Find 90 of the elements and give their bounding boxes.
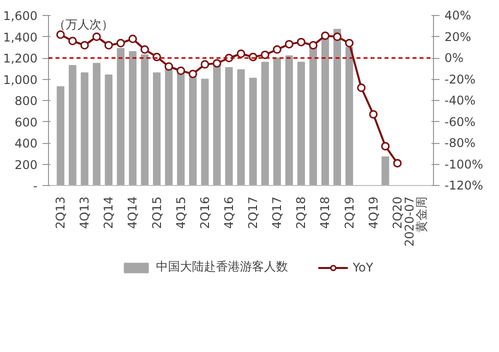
x-tick-label: 2Q19 <box>342 196 356 229</box>
point <box>212 59 222 68</box>
bar <box>213 64 221 186</box>
x-tick-label: 2Q16 <box>198 196 212 229</box>
bar <box>116 48 124 186</box>
x-tick-label: 2Q15 <box>150 196 164 229</box>
point <box>369 110 378 119</box>
bar <box>249 78 257 186</box>
bar <box>333 28 342 186</box>
point <box>284 40 294 48</box>
point <box>188 70 198 78</box>
bar <box>56 86 64 186</box>
bar <box>273 58 281 186</box>
y2-tick-label: 20% <box>444 30 472 44</box>
bar <box>201 78 209 186</box>
bar <box>345 46 354 186</box>
point <box>260 50 270 60</box>
point <box>393 158 402 168</box>
y-tick-label: 800 <box>14 94 38 108</box>
point <box>381 142 390 150</box>
x-tick-label: 2Q18 <box>294 196 308 229</box>
y-tick-label: 1,200 <box>3 52 38 66</box>
point <box>68 36 77 46</box>
legend-label: 中国大陆赴香港游客人数 <box>156 258 288 276</box>
point <box>116 38 125 48</box>
point <box>92 32 101 41</box>
y2-tick-label: -20% <box>444 72 476 86</box>
bar <box>297 62 305 186</box>
point <box>140 45 149 54</box>
x-tick-label: 4Q13 <box>78 196 92 229</box>
point <box>296 38 306 46</box>
bar <box>140 54 149 186</box>
x-tick-label: 2Q13 <box>54 196 68 229</box>
y-axis-title: （万人次） <box>53 18 114 32</box>
y2-tick-label: -60% <box>444 114 476 129</box>
x-tick-label: 2020-07 <box>402 196 416 247</box>
bar <box>68 64 76 186</box>
x-tick-label: 4Q17 <box>270 196 284 229</box>
point <box>308 41 318 50</box>
point <box>320 31 330 40</box>
x-tick-label: 4Q16 <box>222 196 236 229</box>
y-tick-label: 600 <box>14 115 38 130</box>
y2-tick-label: -100% <box>444 157 484 172</box>
point <box>80 41 89 50</box>
y2-tick-label: -80% <box>444 136 476 150</box>
bar <box>128 51 137 186</box>
y-tick-label: - <box>33 179 38 193</box>
y-tick-label: 400 <box>14 136 38 150</box>
bar <box>189 76 197 186</box>
bar <box>382 156 390 186</box>
bar <box>165 68 173 186</box>
x-tick-label: 4Q18 <box>318 196 332 229</box>
bar <box>152 72 161 186</box>
bar <box>104 74 112 186</box>
point <box>128 34 137 44</box>
legend-label: YoY <box>352 260 374 274</box>
point <box>272 45 282 54</box>
bar <box>225 67 233 186</box>
point <box>56 30 65 39</box>
bar <box>80 72 88 186</box>
x-tick-label: 黄金周 <box>414 196 428 232</box>
bar <box>92 62 100 186</box>
point <box>104 41 113 50</box>
bar <box>285 55 293 186</box>
x-tick-label: 4Q19 <box>366 196 380 229</box>
point <box>176 66 186 75</box>
point <box>345 38 354 48</box>
bar <box>261 62 269 186</box>
y-tick-label: 1,600 <box>3 9 38 23</box>
y2-tick-label: -40% <box>444 94 476 108</box>
y-tick-label: 1,400 <box>3 30 38 44</box>
y-tick-label: 200 <box>14 158 38 172</box>
point <box>164 62 174 71</box>
x-tick-label: 4Q15 <box>174 196 188 229</box>
point <box>200 60 210 69</box>
point <box>236 50 246 58</box>
y-tick-label: 1,000 <box>3 72 38 87</box>
bar <box>177 72 185 186</box>
x-tick-label: 2Q17 <box>246 196 260 229</box>
point <box>333 32 342 41</box>
y2-tick-label: 0% <box>444 51 464 65</box>
x-tick-label: 2Q20 <box>390 196 404 229</box>
y2-tick-label: -120% <box>444 178 484 192</box>
x-tick-label: 4Q14 <box>126 196 140 229</box>
bar <box>321 38 330 186</box>
y2-tick-label: 40% <box>444 8 472 22</box>
bar <box>237 69 245 186</box>
x-tick-label: 2Q14 <box>102 196 116 229</box>
bar <box>309 46 317 186</box>
point <box>357 84 366 92</box>
